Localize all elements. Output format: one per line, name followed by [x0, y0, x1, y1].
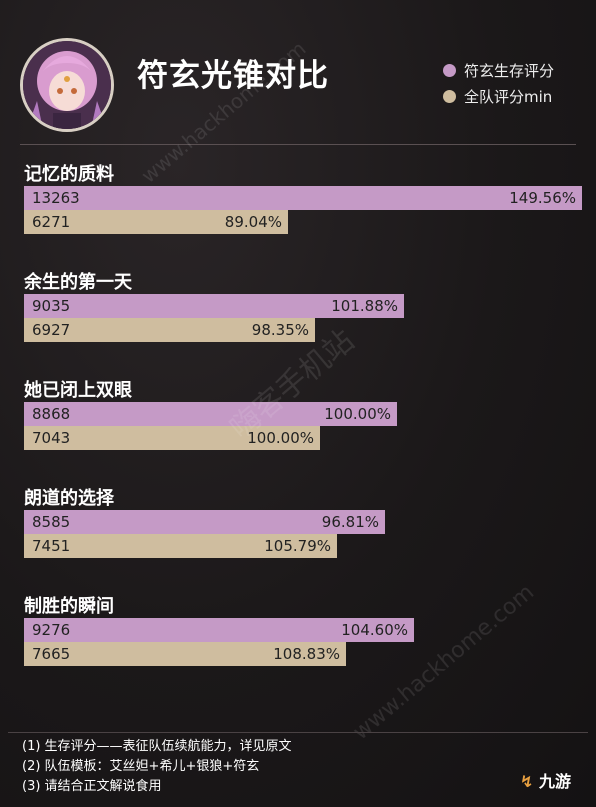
bar-value-label: 7043: [32, 429, 71, 447]
bar-value-label: 9035: [32, 297, 71, 315]
bar-value-label: 6927: [32, 321, 71, 339]
bar-percent-label: 101.88%: [331, 297, 398, 315]
footnote-2: (2) 队伍模板：艾丝妲+希儿+银狼+符玄: [22, 759, 260, 774]
bar-value-label: 8868: [32, 405, 71, 423]
bar-series1: 8868 100.00%: [24, 402, 397, 426]
category-label: 制胜的瞬间: [24, 596, 114, 617]
page-title: 符玄光锥对比: [137, 58, 329, 94]
bar-percent-label: 96.81%: [321, 513, 379, 531]
legend-item-series2: 全队评分min: [443, 83, 554, 109]
logo-text: 九游: [538, 772, 571, 791]
character-avatar: [20, 38, 114, 132]
category-label: 她已闭上双眼: [24, 380, 132, 401]
bar-series2: 7043 100.00%: [24, 426, 320, 450]
legend: 符玄生存评分 全队评分min: [443, 57, 554, 109]
bar-value-label: 7665: [32, 645, 71, 663]
footnote-3: (3) 请结合正文解说食用: [22, 779, 162, 794]
bar-value-label: 8585: [32, 513, 71, 531]
site-logo: ↯ 九游: [520, 768, 571, 792]
category-label: 朗道的选择: [24, 488, 114, 509]
bar-value-label: 7451: [32, 537, 71, 555]
bar-series1: 8585 96.81%: [24, 510, 385, 534]
footnotes: (1) 生存评分——表征队伍续航能力，详见原文 (2) 队伍模板：艾丝妲+希儿+…: [8, 732, 588, 800]
bar-series2: 6927 98.35%: [24, 318, 315, 342]
legend-swatch-series2: [443, 89, 456, 103]
bar-series2: 6271 89.04%: [24, 210, 288, 234]
legend-label-series2: 全队评分min: [464, 87, 553, 106]
bar-series2: 7665 108.83%: [24, 642, 346, 666]
bar-percent-label: 108.83%: [273, 645, 340, 663]
bar-percent-label: 104.60%: [341, 621, 408, 639]
bar-series1: 9035 101.88%: [24, 294, 404, 318]
bar-percent-label: 100.00%: [247, 429, 314, 447]
bar-percent-label: 98.35%: [251, 321, 309, 339]
category-label: 记忆的质料: [24, 164, 114, 185]
legend-label-series1: 符玄生存评分: [464, 61, 555, 80]
portrait-icon: [23, 41, 111, 129]
logo-glyph-icon: ↯: [520, 772, 534, 791]
legend-item-series1: 符玄生存评分: [443, 57, 554, 83]
bar-percent-label: 100.00%: [324, 405, 391, 423]
bar-series1: 13263 149.56%: [24, 186, 582, 210]
footnote-1: (1) 生存评分——表征队伍续航能力，详见原文: [22, 739, 292, 754]
bar-series2: 7451 105.79%: [24, 534, 337, 558]
bar-value-label: 6271: [32, 213, 71, 231]
bar-series1: 9276 104.60%: [24, 618, 414, 642]
bar-percent-label: 105.79%: [264, 537, 331, 555]
bar-percent-label: 149.56%: [509, 189, 576, 207]
bar-percent-label: 89.04%: [224, 213, 282, 231]
bar-value-label: 13263: [32, 189, 80, 207]
category-label: 余生的第一天: [24, 272, 132, 293]
bar-value-label: 9276: [32, 621, 71, 639]
legend-swatch-series1: [443, 63, 456, 77]
header-divider: [20, 144, 576, 145]
